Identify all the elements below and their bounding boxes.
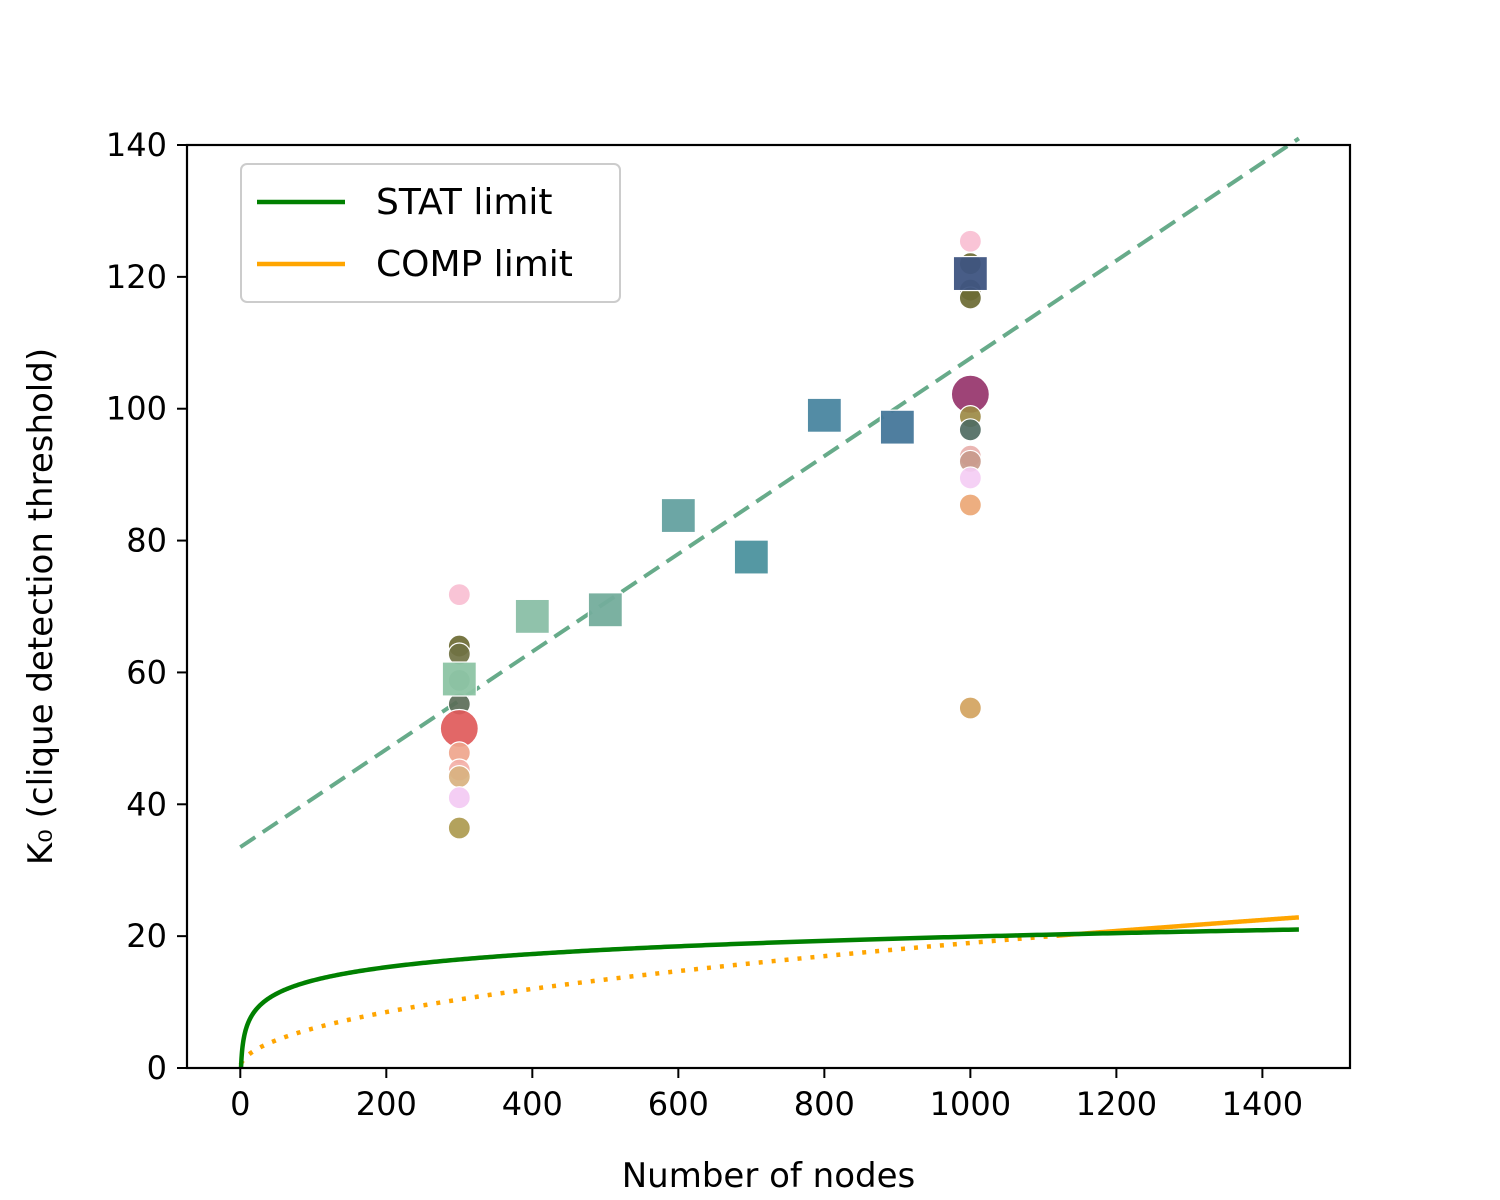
data-point-square bbox=[587, 592, 623, 628]
legend-box bbox=[240, 163, 621, 303]
data-point bbox=[958, 418, 982, 442]
x-tick-label: 0 bbox=[230, 1085, 250, 1123]
x-tick-label: 200 bbox=[356, 1085, 417, 1123]
legend: STAT limit COMP limit bbox=[240, 163, 621, 303]
data-point bbox=[447, 764, 471, 789]
y-tick-label: 40 bbox=[126, 785, 167, 823]
x-tick-label: 1000 bbox=[930, 1085, 1011, 1123]
y-axis-label: K₀ (clique detection threshold) bbox=[21, 348, 61, 865]
x-tick-label: 400 bbox=[502, 1085, 563, 1123]
x-tick-label: 600 bbox=[648, 1085, 709, 1123]
y-tick-label: 100 bbox=[106, 390, 167, 428]
data-point-square bbox=[514, 598, 550, 634]
data-point-square bbox=[733, 539, 769, 575]
data-point-square bbox=[952, 255, 988, 292]
y-tick-label: 80 bbox=[126, 522, 167, 560]
data-point bbox=[447, 816, 471, 840]
x-tick-label: 1200 bbox=[1076, 1085, 1157, 1123]
x-tick-label: 1400 bbox=[1222, 1085, 1303, 1123]
data-point bbox=[958, 696, 982, 720]
plot-frame bbox=[185, 143, 1352, 1070]
data-point bbox=[958, 229, 982, 253]
y-tick-label: 120 bbox=[106, 258, 167, 296]
y-tick-label: 60 bbox=[126, 653, 167, 691]
y-tick-label: 0 bbox=[147, 1049, 167, 1087]
data-point bbox=[447, 583, 471, 607]
data-point bbox=[958, 493, 982, 517]
plot-marks bbox=[238, 136, 1301, 1068]
trend-line bbox=[239, 136, 1301, 849]
legend-label: STAT limit bbox=[376, 182, 553, 223]
y-tick-label: 140 bbox=[106, 126, 167, 164]
comp-limit-dotted bbox=[238, 933, 1059, 1066]
y-tick-label: 20 bbox=[126, 917, 167, 955]
legend-label: COMP limit bbox=[376, 244, 573, 285]
data-point-square bbox=[879, 409, 915, 445]
stat-limit-line bbox=[238, 927, 1299, 1068]
axis-ticks: 0 200 400 600 800 1000 1200 1400 0 20 40 60 80 100 120… bbox=[106, 126, 1303, 1123]
data-point bbox=[447, 786, 471, 810]
x-axis-label: Number of nodes bbox=[622, 1156, 916, 1196]
data-point-square bbox=[441, 661, 477, 697]
data-point-square bbox=[660, 497, 696, 534]
x-tick-label: 800 bbox=[794, 1085, 855, 1123]
data-point bbox=[958, 466, 982, 490]
data-point-square bbox=[806, 397, 842, 433]
